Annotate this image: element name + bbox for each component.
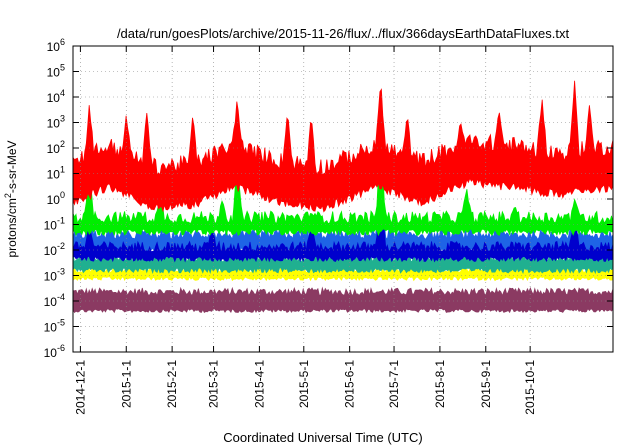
series-5-band xyxy=(73,135,613,237)
x-tick-label: 2015-6-1 xyxy=(343,360,357,408)
y-axis-label-suffix: -s-sr-MeV xyxy=(5,140,19,193)
chart-title: /data/run/goesPlots/archive/2015-11-26/f… xyxy=(117,26,570,41)
series-0-band xyxy=(73,286,613,314)
y-tick-label: 10-6 xyxy=(44,343,65,360)
x-tick-label: 2015-3-1 xyxy=(207,360,221,408)
x-tick-label: 2015-7-1 xyxy=(387,360,401,408)
x-tick-label: 2015-9-1 xyxy=(479,360,493,408)
y-tick-label: 100 xyxy=(47,190,65,207)
x-tick-label: 2015-5-1 xyxy=(297,360,311,408)
y-tick-label: 10-5 xyxy=(44,318,65,335)
data-layer xyxy=(73,80,613,314)
y-axis-label: protons/cm2-s-sr-MeV xyxy=(3,140,19,257)
grid-layer xyxy=(73,46,613,352)
y-tick-label: 104 xyxy=(47,88,65,105)
y-axis: 106 105 104 103 102 101 100 10-1 10-2 10-3 10-4 10-… xyxy=(44,37,613,360)
y-tick-label: 10-4 xyxy=(44,292,65,309)
x-axis: 2014-12-1 2015-1-1 2015-2-1 2015-3-1 2015-4-… xyxy=(73,46,537,415)
x-tick-label: 2015-1-1 xyxy=(119,360,133,408)
series-6-band xyxy=(73,80,613,213)
x-tick-label: 2015-2-1 xyxy=(165,360,179,408)
y-tick-label: 101 xyxy=(47,165,65,182)
y-tick-label: 10-1 xyxy=(44,216,65,233)
y-tick-label: 102 xyxy=(47,139,65,156)
y-tick-label: 103 xyxy=(47,114,65,131)
x-tick-label: 2015-10-1 xyxy=(523,360,537,415)
y-axis-label-sup: 2 xyxy=(3,193,13,198)
x-tick-label: 2014-12-1 xyxy=(73,360,87,415)
x-tick-label: 2015-4-1 xyxy=(252,360,266,408)
y-tick-label: 106 xyxy=(47,37,65,54)
x-tick-label: 2015-8-1 xyxy=(433,360,447,408)
y-tick-label: 10-3 xyxy=(44,267,65,284)
y-tick-label: 105 xyxy=(47,63,65,80)
y-tick-label: 10-2 xyxy=(44,241,65,258)
x-axis-label: Coordinated Universal Time (UTC) xyxy=(223,430,422,445)
y-axis-label-prefix: protons/cm xyxy=(5,198,19,257)
